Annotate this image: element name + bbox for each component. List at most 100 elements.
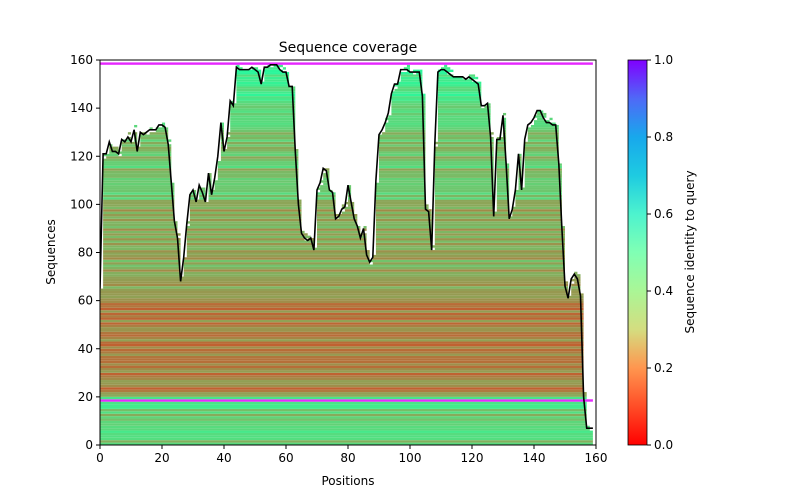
heatmap-segment [189,194,197,198]
heatmap-segment [183,264,565,267]
heatmap-segment [183,269,565,272]
heatmap-segment [220,153,299,157]
heatmap-segment [344,209,355,212]
heatmap-segment [264,74,290,77]
heatmap-segment [217,163,299,166]
heatmap-segment [524,149,559,152]
heatmap-segment [103,286,569,289]
heatmap-segment [100,430,593,433]
heatmap-segment [100,377,584,381]
heatmap-segment [109,151,172,154]
heatmap-segment [496,201,510,205]
heatmap-segment [103,216,175,219]
heatmap-segment [534,115,547,118]
heatmap-segment [391,96,426,99]
heatmap-segment [100,389,584,393]
heatmap-segment [186,238,305,241]
heatmap-segment [496,141,507,145]
heatmap-segment [236,98,296,101]
heatmap-segment [530,124,559,128]
heatmap-segment [534,122,550,125]
heatmap-segment [103,271,181,275]
heatmap-segment [524,144,559,147]
heatmap-segment [444,69,454,73]
heatmap-segment [434,226,565,229]
heatmap-segment [186,247,367,251]
heatmap-segment [100,348,584,352]
heatmap-segment [320,185,330,188]
colorbar: 0.0 0.2 0.4 0.6 0.8 1.0 Sequence identity to … [627,53,697,452]
y-tick-label: 140 [70,101,93,115]
heatmap-segment [524,158,559,162]
heatmap-segment [338,216,358,219]
heatmap-segment [434,177,494,181]
heatmap-segment [100,315,584,318]
heatmap-segment [382,132,426,135]
heatmap-segment [186,242,314,246]
heatmap-segment [100,408,587,412]
heatmap-segment [379,161,426,164]
heatmap-segment [503,120,507,123]
heatmap-segment [372,262,565,265]
heatmap-segment [103,161,172,164]
heatmap-segment [103,158,172,162]
heatmap-segment [391,98,426,101]
heatmap-segment [103,218,175,222]
heatmap-segment [375,245,565,248]
heatmap-segment [230,105,296,109]
heatmap-segment [379,177,426,181]
heatmap-segment [391,100,426,104]
heatmap-segment [379,151,426,154]
heatmap-segment [363,228,367,231]
heatmap-segment [537,112,544,116]
x-tick-label: 100 [399,451,422,465]
heatmap-segment [437,110,491,113]
heatmap-segment [214,187,299,190]
heatmap-segment [103,197,175,200]
heatmap-segment [103,189,175,193]
heatmap-segment [571,293,584,296]
colorbar-gradient [627,59,648,446]
heatmap-segment [524,168,562,171]
heatmap-segment [317,221,358,224]
heatmap-segment [437,74,454,77]
y-axis-label: Sequences [44,219,58,284]
heatmap-segment [537,117,544,121]
heatmap-segment [437,100,482,104]
y-tick-label: 160 [70,53,93,67]
heatmap-segment [220,151,299,154]
heatmap-segment [103,242,181,246]
heatmap-segment [217,165,299,169]
heatmap-segment [400,74,423,77]
heatmap-segment [385,122,426,125]
heatmap-segment [100,327,584,330]
heatmap-segment [183,266,565,270]
heatmap-segment [100,305,584,308]
heatmap-segment [100,322,584,325]
heatmap-segment [434,242,565,246]
heatmap-segment [487,103,491,106]
heatmap-segment [208,189,299,193]
heatmap-segment [434,238,565,241]
heatmap-segment [437,103,482,106]
heatmap-segment [372,257,565,260]
heatmap-segment [134,124,138,128]
heatmap-segment [100,413,587,417]
heatmap-segment [121,144,138,147]
heatmap-segment [186,221,302,224]
heatmap-segment [317,209,336,212]
heatmap-segment [366,250,370,253]
heatmap-segment [230,129,296,133]
heatmap-segment [375,199,426,202]
heatmap-segment [496,175,510,178]
heatmap-segment [230,124,296,128]
y-axis: 0 20 40 60 80 100 120 140 160 [70,53,100,452]
heatmap-segment [434,221,562,224]
heatmap-segment [317,214,336,217]
heatmap-segment [437,124,491,128]
heatmap-segment [103,153,119,157]
heatmap-segment [434,170,494,174]
heatmap-segment [103,238,178,241]
y-tick-label: 0 [85,438,93,452]
heatmap-segment [379,141,426,145]
